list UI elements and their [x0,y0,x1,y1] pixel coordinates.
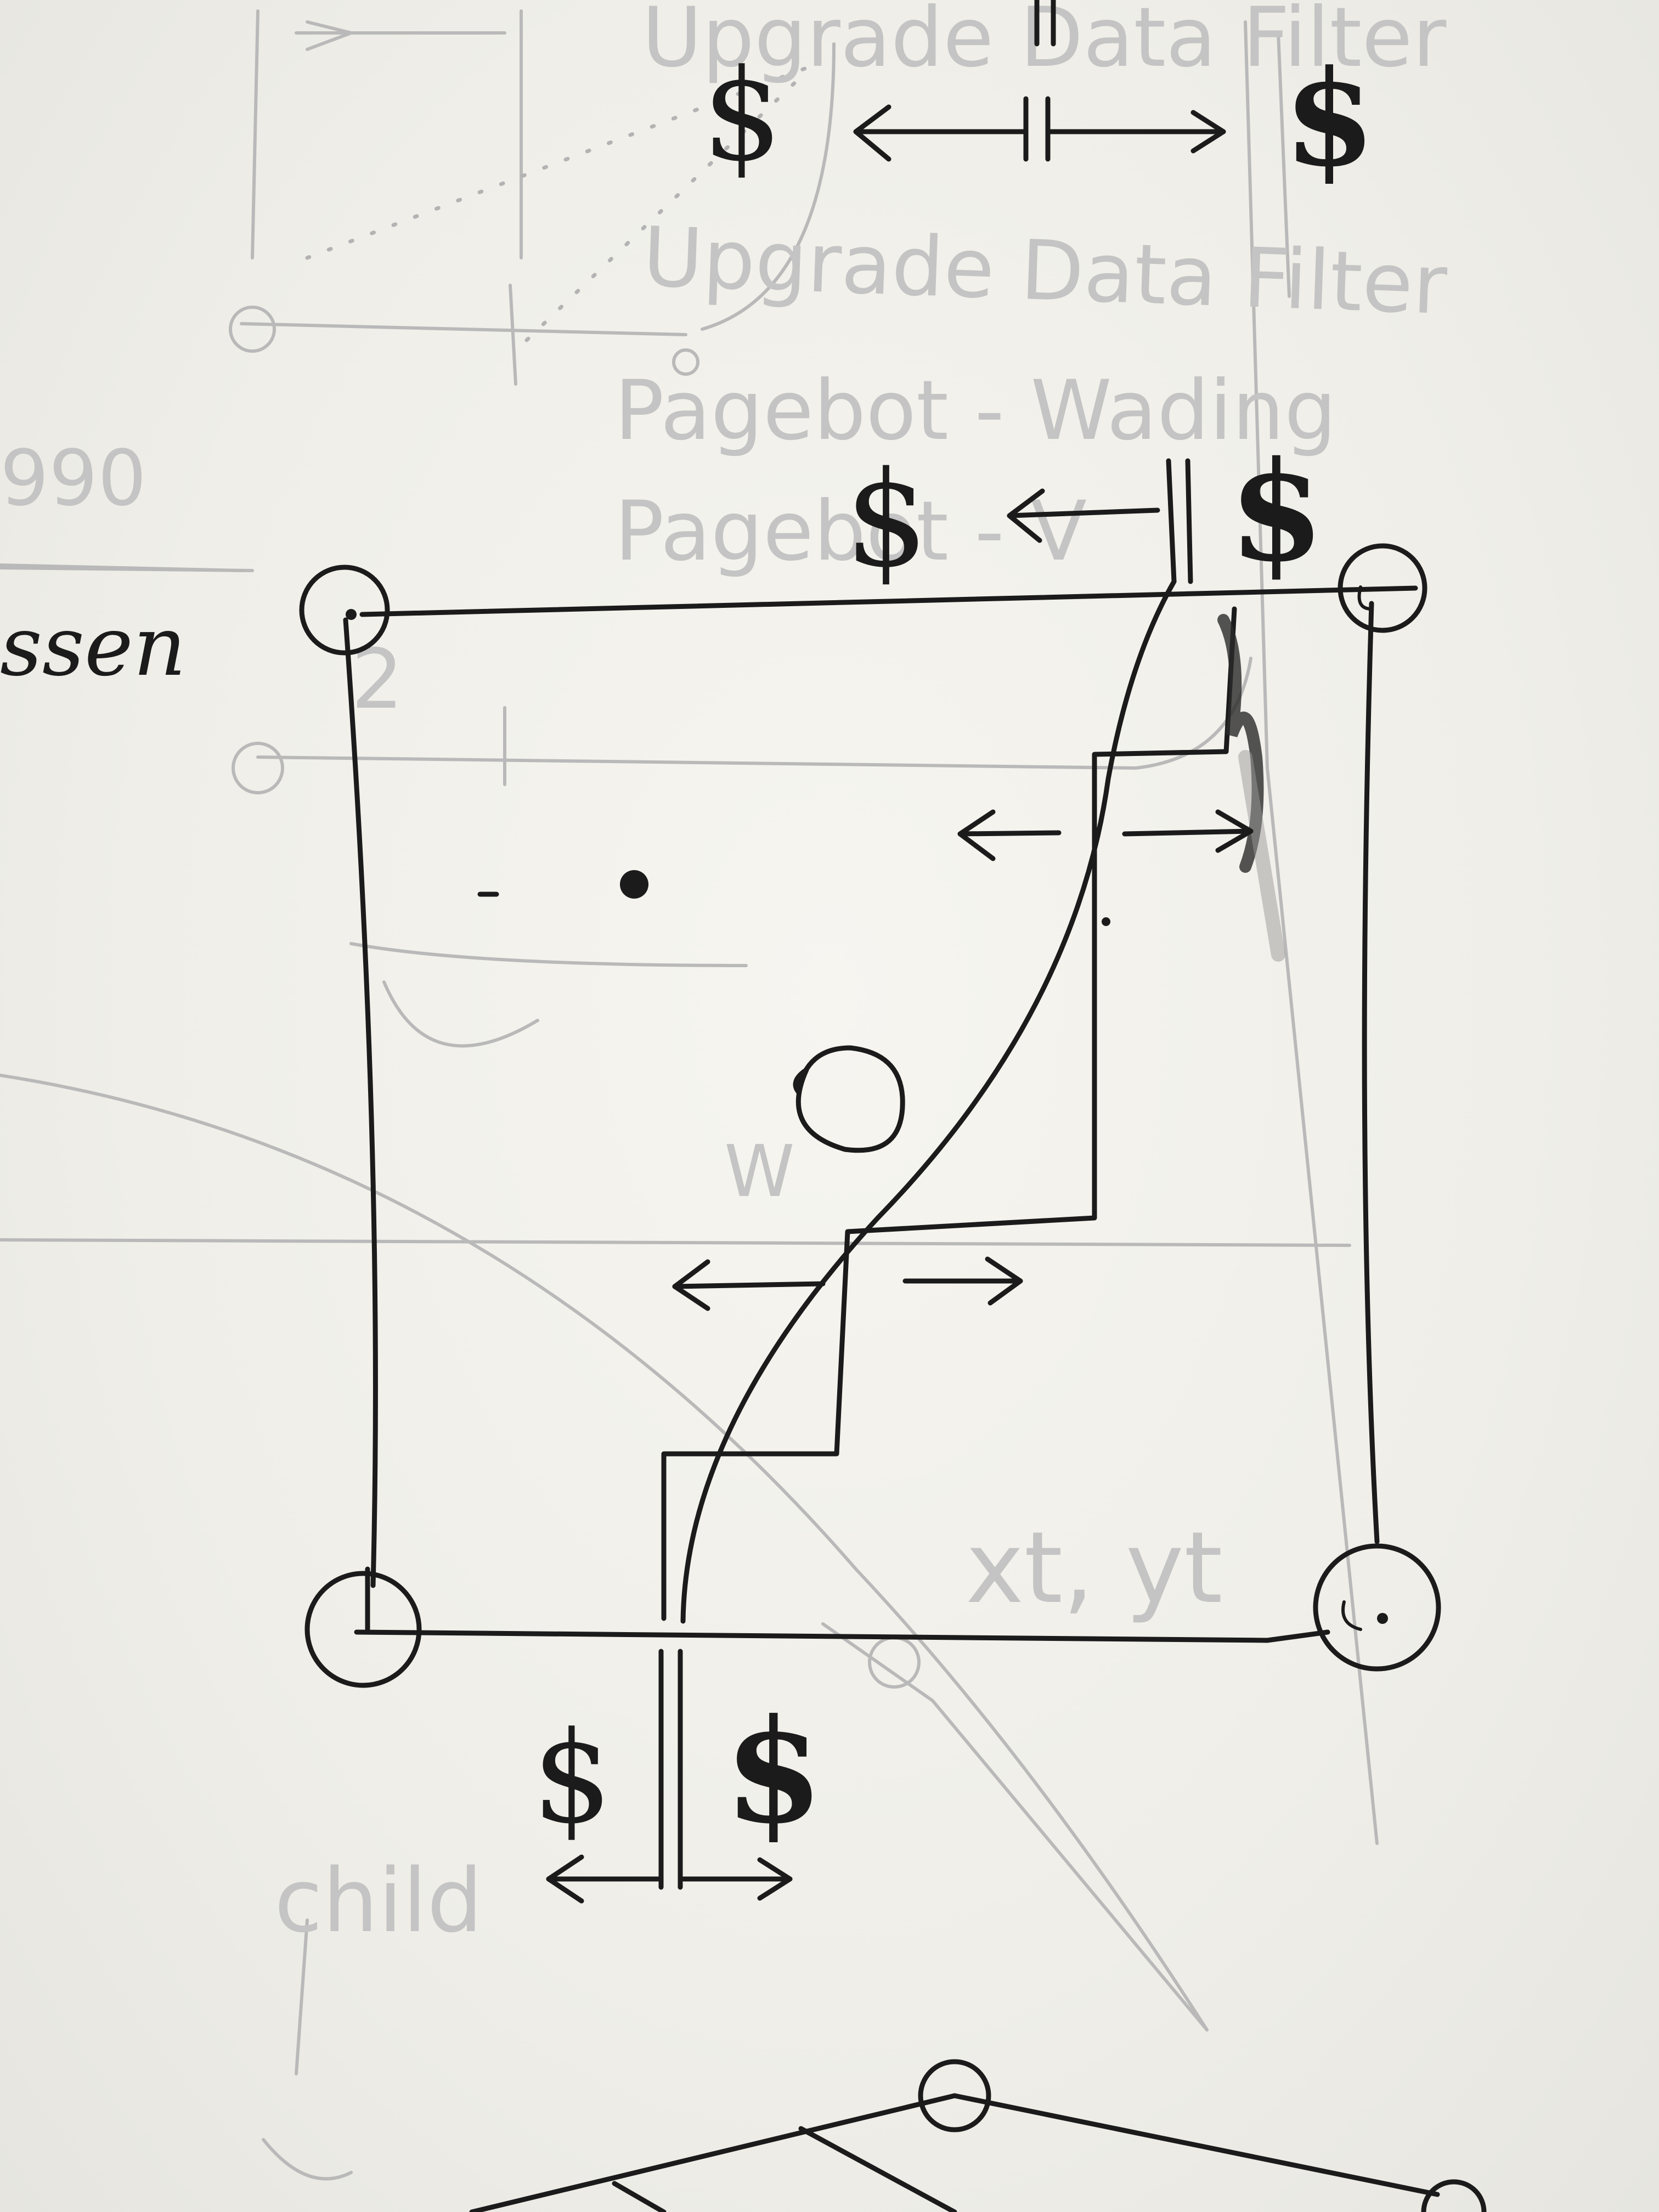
bottom-cost-annotation: $ $ [532,1649,823,1904]
faint-word-7: 990 [0,434,146,523]
dollar-mid-left: $ [845,443,929,596]
top-cost-annotation: $ $ [702,0,1375,196]
faint-word-4: W [724,1130,795,1213]
dollar-top-left: $ [702,43,782,189]
upper-cost-annotation: $ $ [845,431,1324,596]
faint-word-1: Upgrade Data Filter [642,0,1447,86]
faint-word-5: xt, yt [966,1511,1223,1626]
bottom-partial-sketch [469,2059,1487,2212]
corner-handle-top-right [1338,543,1427,633]
edge-rule [0,566,254,572]
dollar-top-right: $ [1284,41,1375,196]
corner-handle-bottom-right [1313,1543,1441,1672]
faint-word-2: Pagebot - Wading [614,363,1336,459]
open-circle [793,1045,905,1153]
edge-note-left: ssen [0,599,186,695]
faint-background-sketch: Upgrade Data Filter Upgrade Data Filter … [0,0,1449,2181]
filled-dot [620,870,648,899]
staircase-line [661,606,1237,1621]
faint-word-3: Pagebot - V [614,484,1087,579]
double-arrow-middle [672,1256,1023,1311]
corner-handle-bottom-left [304,1566,422,1688]
smooth-curve [680,579,1177,1624]
faint-word-8: 2 [351,632,403,727]
small-dot [1102,917,1110,926]
pencil-shading [1217,614,1285,962]
dollar-mid-right: $ [1229,431,1324,592]
corner-handle-top-left [299,565,390,656]
faint-word-6: child [274,1849,483,1952]
double-arrow-upper-right [957,809,1254,861]
frame-rectangle [343,585,1418,1643]
dollar-bottom-right: $ [724,1688,823,1855]
dollar-bottom-left: $ [532,1705,612,1852]
faint-word-1-repeat: Upgrade Data Filter [641,210,1449,333]
